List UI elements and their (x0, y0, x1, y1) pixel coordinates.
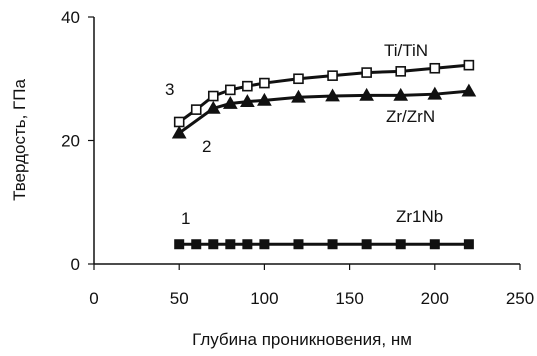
data-point-zr1nb (395, 239, 406, 250)
x-tick-label: 0 (89, 289, 98, 308)
axes (93, 17, 520, 265)
series-markers (171, 59, 477, 250)
labels: Твердость, ГПа Глубина проникновения, нм… (10, 41, 443, 349)
data-point-zr-zrn (171, 125, 187, 139)
data-point-ti-tin (190, 104, 202, 115)
data-point-zr1nb (463, 239, 474, 250)
data-point-ti-tin (327, 70, 338, 81)
data-point-ti-tin (242, 80, 253, 92)
x-tick-label: 100 (250, 289, 278, 308)
data-point-ti-tin (207, 90, 219, 102)
x-tick-label: 50 (170, 289, 189, 308)
data-point-zr1nb (174, 239, 185, 250)
data-point-zr-zrn (359, 87, 375, 101)
data-point-zr1nb (259, 239, 270, 250)
x-axis-label: Глубина проникновения, нм (192, 330, 412, 349)
data-point-ti-tin (395, 66, 407, 77)
data-point-ti-tin (361, 67, 372, 78)
data-point-zr-zrn (291, 89, 306, 103)
x-tick-label: 200 (421, 289, 449, 308)
data-point-zr1nb (242, 239, 253, 250)
data-point-zr1nb (225, 239, 236, 250)
data-point-ti-tin (463, 59, 475, 71)
data-point-zr1nb (327, 239, 338, 250)
data-point-zr1nb (191, 239, 202, 250)
data-point-zr1nb (361, 239, 372, 250)
data-point-zr1nb (293, 239, 304, 250)
data-point-zr-zrn (461, 83, 477, 97)
data-point-zr-zrn (393, 87, 409, 101)
series-name-label-zr1nb: Zr1Nb (396, 207, 443, 226)
series-name-label-ti-tin: Ti/TiN (384, 41, 428, 60)
data-point-zr-zrn (205, 100, 221, 114)
data-point-zr1nb (208, 239, 219, 250)
series-number-label-1: 1 (181, 209, 190, 228)
y-tick-label: 40 (61, 8, 80, 27)
y-tick-label: 20 (61, 132, 80, 151)
y-tick-label: 0 (71, 255, 80, 274)
x-tick-label: 250 (506, 289, 534, 308)
data-point-ti-tin (225, 84, 236, 96)
data-point-zr-zrn (325, 88, 340, 102)
data-point-ti-tin (173, 116, 185, 128)
data-point-ti-tin (429, 62, 441, 74)
series-number-label-3: 3 (165, 80, 174, 99)
data-point-zr1nb (429, 239, 440, 250)
series-name-label-zr-zrn: Zr/ZrN (386, 107, 435, 126)
data-point-zr-zrn (222, 95, 238, 109)
data-point-zr-zrn (427, 86, 443, 100)
data-point-ti-tin (293, 73, 304, 85)
series-number-label-2: 2 (202, 137, 211, 156)
data-point-zr-zrn (257, 92, 272, 106)
y-axis-label: Твердость, ГПа (10, 79, 29, 201)
ticks: 0 50 100 150 200 250 0 20 40 (61, 8, 534, 308)
data-point-ti-tin (259, 77, 270, 89)
x-tick-label: 150 (335, 289, 363, 308)
data-point-zr-zrn (239, 94, 255, 107)
